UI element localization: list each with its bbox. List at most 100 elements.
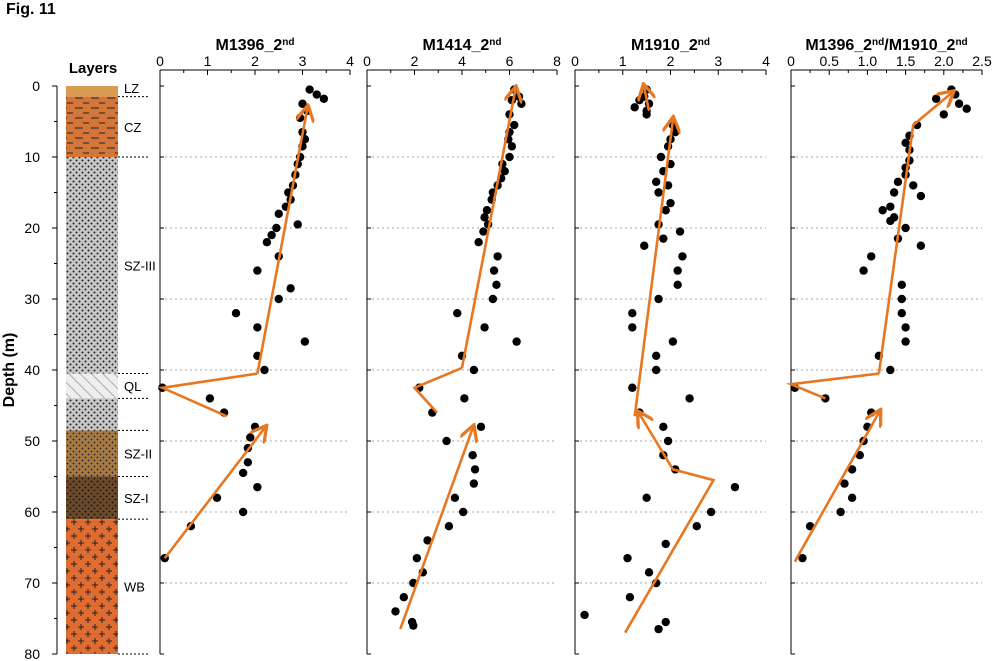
- data-point: [666, 198, 675, 208]
- data-point: [300, 337, 310, 346]
- x-tick-label: 4: [762, 53, 770, 69]
- depth-tick-label: 20: [24, 220, 40, 236]
- data-point: [635, 96, 644, 105]
- data-point: [293, 220, 302, 229]
- panel-3: M1910_2nd 0 1 2 3 4: [571, 37, 770, 655]
- data-point: [644, 568, 654, 577]
- data-point: [312, 90, 321, 99]
- layer-unit: [66, 398, 118, 431]
- panel-2: M1414_2nd 0 2 4 6 8: [363, 37, 561, 655]
- data-point: [886, 202, 895, 211]
- data-point: [453, 309, 462, 318]
- panel-title: M1910_2nd: [631, 37, 710, 55]
- layer-sz-i: [66, 476, 118, 520]
- data-point: [692, 522, 701, 531]
- data-point: [319, 94, 329, 103]
- panel-4: M1396_2nd/M1910_2nd 0 0.5 1.0 1.5 2.0 2.5: [785, 37, 992, 655]
- data-point: [878, 206, 887, 215]
- data-point: [468, 451, 477, 460]
- trend-line-upper: [460, 90, 515, 369]
- data-point: [480, 323, 489, 332]
- trend-line-top: [644, 87, 649, 112]
- panel-title: M1396_2nd: [216, 37, 295, 55]
- data-point: [305, 85, 314, 94]
- data-point: [391, 607, 400, 616]
- data-point: [886, 365, 895, 375]
- layer-sz-iii: [66, 157, 118, 374]
- data-point: [939, 110, 948, 119]
- data-point: [476, 422, 486, 431]
- layer-label: LZ: [124, 81, 139, 96]
- data-point: [859, 266, 868, 275]
- x-tick-label: 1.0: [858, 53, 878, 69]
- data-point: [901, 138, 910, 147]
- figure-label: Fig. 11: [6, 1, 56, 18]
- trend-line-lower: [793, 413, 879, 563]
- layer-wb: [66, 519, 118, 654]
- data-point: [628, 323, 637, 332]
- data-point: [661, 206, 670, 215]
- data-point: [505, 152, 514, 162]
- data-point: [916, 241, 926, 250]
- data-point: [668, 337, 678, 346]
- panel-1: M1396_2nd 0 1 2 3 4: [156, 37, 354, 655]
- data-point: [847, 493, 857, 502]
- data-point: [730, 482, 740, 492]
- x-tick-label: 4: [458, 53, 466, 69]
- data-point: [867, 408, 876, 417]
- depth-tick-label: 0: [32, 78, 40, 94]
- data-point: [840, 479, 849, 488]
- x-tick-label: 0: [363, 53, 371, 69]
- layer-sz-ii: [66, 430, 118, 477]
- data-point: [479, 227, 488, 236]
- data-point: [659, 422, 668, 431]
- data-point: [901, 337, 910, 346]
- data-point: [901, 223, 910, 233]
- data-point: [253, 266, 262, 275]
- depth-tick-label: 70: [24, 575, 40, 591]
- layer-ql: [66, 373, 118, 399]
- data-point: [654, 624, 663, 634]
- depth-axis: 0 10 20 30 40 50 60 70 80 Depth (m): [1, 78, 58, 661]
- data-point: [675, 227, 685, 236]
- data-point: [685, 394, 694, 403]
- data-point: [623, 553, 632, 563]
- panel-title: M1396_2nd/M1910_2nd: [805, 37, 967, 55]
- data-point: [867, 252, 876, 261]
- depth-tick-label: 40: [24, 362, 40, 378]
- data-point: [274, 209, 283, 218]
- data-point: [469, 365, 479, 375]
- data-point: [260, 365, 269, 375]
- data-point: [628, 383, 637, 392]
- x-tick-label: 0: [787, 53, 795, 69]
- data-point: [580, 610, 589, 620]
- strip-log: Layers LZ CZ SZ-III QL SZ-II SZ-I WB: [66, 60, 156, 655]
- data-point: [253, 323, 262, 332]
- data-point: [212, 493, 222, 502]
- data-point: [469, 479, 479, 488]
- x-tick-label: 0: [156, 53, 164, 69]
- layer-cz: [66, 96, 118, 157]
- trend-line-ql: [157, 372, 258, 418]
- x-tick-label: 2.0: [934, 53, 954, 69]
- trend-line-upper: [877, 93, 952, 374]
- layer-label: CZ: [124, 120, 141, 135]
- data-point: [656, 152, 666, 162]
- data-point: [470, 465, 480, 474]
- data-point: [901, 323, 910, 332]
- x-tick-label: 8: [553, 53, 561, 69]
- trend-line-upper: [256, 109, 307, 374]
- data-point: [673, 280, 682, 289]
- data-point: [238, 507, 248, 517]
- data-point: [661, 617, 670, 627]
- data-point: [399, 593, 409, 602]
- x-tick-label: 3: [299, 53, 307, 69]
- x-tick-label: 6: [506, 53, 514, 69]
- data-point: [651, 177, 661, 187]
- x-tick-label: 2: [667, 53, 675, 69]
- depth-tick-label: 60: [24, 504, 40, 520]
- layer-lz: [66, 86, 118, 97]
- data-point: [517, 99, 526, 108]
